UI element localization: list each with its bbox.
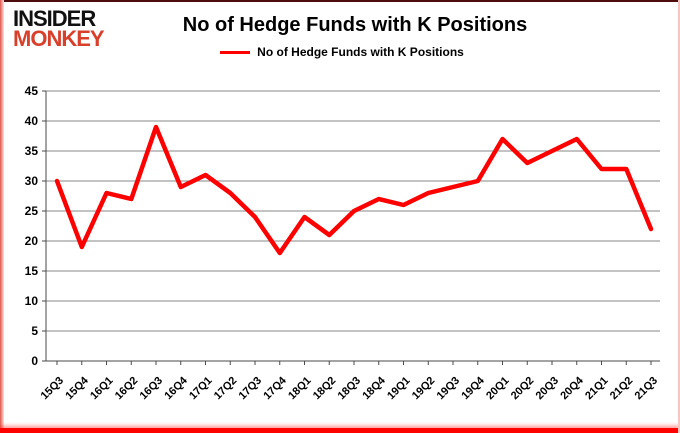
svg-text:20: 20 bbox=[25, 234, 39, 248]
svg-text:21Q3: 21Q3 bbox=[633, 375, 661, 403]
svg-text:18Q1: 18Q1 bbox=[286, 375, 314, 403]
frame-edge-left bbox=[0, 0, 4, 433]
svg-text:35: 35 bbox=[25, 144, 39, 158]
frame-edge-bottom bbox=[0, 428, 680, 433]
svg-text:18Q4: 18Q4 bbox=[360, 374, 388, 402]
svg-text:40: 40 bbox=[25, 114, 39, 128]
svg-text:19Q3: 19Q3 bbox=[435, 375, 463, 403]
svg-text:10: 10 bbox=[25, 294, 39, 308]
svg-text:17Q4: 17Q4 bbox=[261, 374, 289, 402]
svg-text:16Q4: 16Q4 bbox=[162, 374, 190, 402]
svg-text:30: 30 bbox=[25, 174, 39, 188]
legend: No of Hedge Funds with K Positions bbox=[0, 45, 680, 59]
svg-text:16Q3: 16Q3 bbox=[138, 375, 166, 403]
svg-text:15: 15 bbox=[25, 264, 39, 278]
svg-text:15Q4: 15Q4 bbox=[63, 374, 91, 402]
svg-text:16Q2: 16Q2 bbox=[113, 375, 141, 403]
svg-text:20Q3: 20Q3 bbox=[534, 375, 562, 403]
svg-text:16Q1: 16Q1 bbox=[88, 375, 116, 403]
svg-text:20Q4: 20Q4 bbox=[558, 374, 586, 402]
svg-text:20Q2: 20Q2 bbox=[509, 375, 537, 403]
plot-area: 0 5 10 15 20 25 30 35 40 45 15Q3 15Q4 16Q1 16Q2 16Q3 16… bbox=[0, 80, 680, 433]
svg-text:0: 0 bbox=[31, 354, 38, 368]
legend-line-swatch bbox=[220, 50, 251, 54]
svg-text:45: 45 bbox=[25, 84, 39, 98]
svg-text:18Q3: 18Q3 bbox=[336, 375, 364, 403]
line-chart: 0 5 10 15 20 25 30 35 40 45 15Q315Q416Q116Q216Q316… bbox=[25, 84, 661, 402]
svg-text:21Q1: 21Q1 bbox=[583, 375, 611, 403]
y-axis-labels: 0 5 10 15 20 25 30 35 40 45 bbox=[25, 84, 39, 368]
svg-text:19Q4: 19Q4 bbox=[459, 374, 487, 402]
legend-label: No of Hedge Funds with K Positions bbox=[257, 45, 464, 59]
svg-text:5: 5 bbox=[31, 324, 38, 338]
chart-title: No of Hedge Funds with K Positions bbox=[182, 14, 528, 36]
logo-line1: INSIDER bbox=[13, 6, 96, 31]
frame-edge-right bbox=[678, 0, 680, 433]
x-axis-labels: 15Q315Q416Q116Q216Q316Q417Q117Q217Q317Q4… bbox=[39, 374, 661, 402]
axes bbox=[42, 90, 660, 365]
frame-edge-top bbox=[0, 0, 680, 2]
series-line bbox=[54, 124, 654, 256]
logo-line2: MONKEY bbox=[13, 26, 105, 52]
svg-text:17Q3: 17Q3 bbox=[237, 375, 265, 403]
svg-text:18Q2: 18Q2 bbox=[311, 375, 339, 403]
svg-text:20Q1: 20Q1 bbox=[484, 375, 512, 403]
svg-text:21Q2: 21Q2 bbox=[608, 375, 636, 403]
svg-text:19Q1: 19Q1 bbox=[385, 375, 413, 403]
svg-text:15Q3: 15Q3 bbox=[39, 375, 67, 403]
svg-text:17Q1: 17Q1 bbox=[187, 375, 215, 403]
svg-text:17Q2: 17Q2 bbox=[212, 375, 240, 403]
svg-text:19Q2: 19Q2 bbox=[410, 375, 438, 403]
insider-monkey-logo: INSIDER MONKEY bbox=[13, 6, 105, 52]
svg-text:25: 25 bbox=[25, 204, 39, 218]
